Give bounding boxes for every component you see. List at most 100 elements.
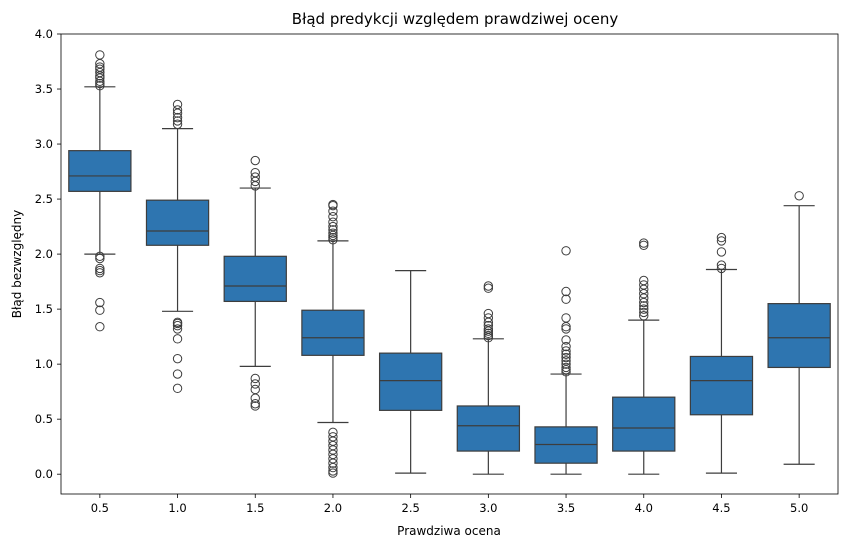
chart-title: Błąd predykcji względem prawdziwej oceny xyxy=(292,10,619,28)
box-1.0 xyxy=(145,99,210,394)
outlier-point xyxy=(483,330,494,341)
outlier-point xyxy=(172,383,183,394)
x-tick-label: 4.5 xyxy=(712,501,730,515)
box-3.0 xyxy=(456,281,521,475)
outlier-point xyxy=(716,247,727,257)
outlier-point xyxy=(483,283,494,293)
box-4.0 xyxy=(612,238,676,475)
outlier-point xyxy=(639,311,649,321)
outlier-point xyxy=(483,328,494,339)
outlier-point xyxy=(172,324,183,334)
outlier-point xyxy=(95,305,105,315)
x-tick-label: 3.5 xyxy=(557,501,575,515)
outlier-point xyxy=(95,251,105,261)
iqr-box xyxy=(378,352,443,411)
iqr-box xyxy=(612,396,676,452)
outlier-point xyxy=(483,320,494,331)
outlier-point xyxy=(328,225,338,235)
y-tick-label: 2.5 xyxy=(35,192,53,206)
outlier-point xyxy=(561,286,571,297)
outlier-point xyxy=(172,320,183,331)
box-1.5 xyxy=(223,155,287,411)
outlier-point xyxy=(639,238,649,248)
box-4.5 xyxy=(689,232,754,474)
box-2.0 xyxy=(301,199,365,478)
outlier-point xyxy=(561,294,571,304)
outlier-point xyxy=(328,466,338,476)
plot-area xyxy=(68,50,831,478)
outlier-point xyxy=(561,324,571,334)
outlier-point xyxy=(250,373,260,384)
outlier-point xyxy=(328,432,338,442)
outlier-point xyxy=(250,393,260,403)
y-axis: 0.0 0.5 1.0 1.5 2.0 2.5 3.0 3.5 4.0 xyxy=(35,27,61,481)
y-tick-label: 4.0 xyxy=(35,27,53,41)
outlier-point xyxy=(561,349,571,359)
outlier-point xyxy=(95,297,105,308)
outlier-point xyxy=(561,367,571,377)
iqr-box xyxy=(689,355,754,416)
outlier-point xyxy=(250,399,260,409)
outlier-point xyxy=(561,341,571,352)
x-tick-label: 5.0 xyxy=(790,501,808,515)
outlier-point xyxy=(561,356,571,366)
box-3.5 xyxy=(534,246,598,475)
outlier-point xyxy=(328,217,338,227)
outlier-point xyxy=(328,206,338,216)
outlier-point xyxy=(172,116,183,126)
outlier-point xyxy=(172,317,183,328)
outlier-point xyxy=(95,50,105,60)
outlier-point xyxy=(250,379,260,389)
outlier-point xyxy=(95,268,105,278)
outlier-point xyxy=(483,281,494,291)
outlier-point xyxy=(250,401,260,411)
x-axis-label: Prawdziwa ocena xyxy=(397,524,501,538)
outlier-point xyxy=(561,362,571,373)
iqr-box xyxy=(301,309,365,356)
outlier-point xyxy=(328,232,338,243)
outlier-point xyxy=(95,322,105,332)
y-axis-label: Błąd bezwzględny xyxy=(10,210,24,319)
x-tick-label: 1.5 xyxy=(246,501,264,515)
x-tick-label: 0.5 xyxy=(91,501,109,515)
outlier-point xyxy=(328,427,338,438)
y-tick-label: 3.0 xyxy=(35,137,53,151)
y-tick-label: 2.0 xyxy=(35,247,53,261)
x-tick-label: 2.5 xyxy=(402,501,420,515)
outlier-point xyxy=(483,313,494,323)
x-tick-label: 3.0 xyxy=(479,501,497,515)
outlier-point xyxy=(716,260,727,270)
outlier-point xyxy=(328,221,338,232)
outlier-point xyxy=(561,322,571,332)
outlier-point xyxy=(328,468,338,478)
box-5.0 xyxy=(767,191,831,465)
outlier-point xyxy=(250,155,260,166)
outlier-point xyxy=(95,78,105,89)
outlier-point xyxy=(483,324,494,334)
outlier-point xyxy=(95,265,105,276)
outlier-point xyxy=(716,232,727,243)
outlier-point xyxy=(639,280,649,290)
outlier-point xyxy=(561,346,571,356)
outlier-point xyxy=(716,236,727,246)
outlier-point xyxy=(561,359,571,369)
plot-frame xyxy=(60,33,839,495)
x-axis: 0.5 1.0 1.5 2.0 2.5 3.0 3.5 4.0 4.5 5.0 xyxy=(91,494,808,515)
y-tick-label: 0.0 xyxy=(35,467,53,481)
outlier-point xyxy=(95,81,105,91)
outlier-point xyxy=(328,235,338,245)
outlier-point xyxy=(172,99,183,110)
outlier-point xyxy=(328,199,338,210)
outlier-point xyxy=(95,263,105,274)
outlier-point xyxy=(250,167,260,178)
outlier-point xyxy=(561,246,571,256)
outlier-point xyxy=(172,353,183,364)
outlier-point xyxy=(95,253,105,264)
outlier-point xyxy=(328,228,338,238)
y-tick-label: 1.5 xyxy=(35,302,53,316)
outlier-point xyxy=(561,335,571,345)
outlier-point xyxy=(172,105,183,115)
outlier-point xyxy=(250,384,260,395)
box-2.5 xyxy=(378,270,443,474)
